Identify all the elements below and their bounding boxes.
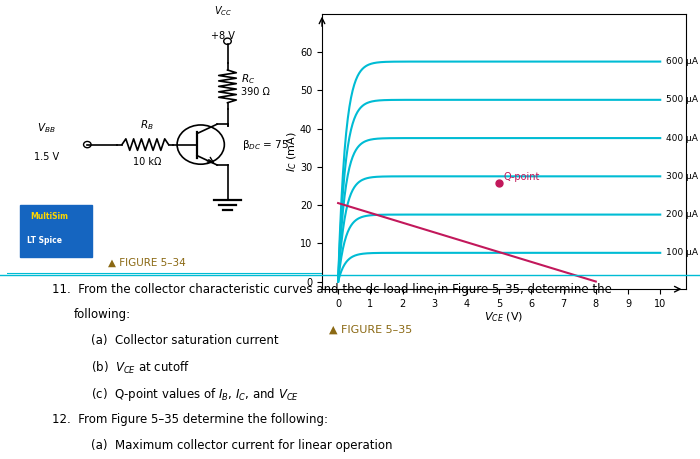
Text: 11.  From the collector characteristic curves and the dc load line in Figure 5–3: 11. From the collector characteristic cu… <box>52 283 612 296</box>
Text: 400 μA: 400 μA <box>666 134 698 143</box>
Text: 500 μA: 500 μA <box>666 95 698 104</box>
Text: 390 Ω: 390 Ω <box>241 87 270 97</box>
Text: 1.5 V: 1.5 V <box>34 152 59 162</box>
Y-axis label: $I_C$ (mA): $I_C$ (mA) <box>285 131 298 172</box>
Text: MultiSim: MultiSim <box>31 212 69 221</box>
Text: following:: following: <box>74 308 131 321</box>
Text: $V_{BB}$: $V_{BB}$ <box>37 122 56 135</box>
Text: ▲ FIGURE 5–35: ▲ FIGURE 5–35 <box>329 325 412 335</box>
Text: 300 μA: 300 μA <box>666 172 698 181</box>
Bar <box>20 205 92 257</box>
Text: 200 μA: 200 μA <box>666 210 698 219</box>
X-axis label: $V_{CE}$ (V): $V_{CE}$ (V) <box>484 310 524 324</box>
Text: +8 V: +8 V <box>211 31 234 41</box>
Text: ▲ FIGURE 5–34: ▲ FIGURE 5–34 <box>108 257 186 267</box>
Text: 600 μA: 600 μA <box>666 57 698 66</box>
Text: (a)  Collector saturation current: (a) Collector saturation current <box>91 334 279 347</box>
Text: β$_{DC}$ = 75: β$_{DC}$ = 75 <box>241 138 289 151</box>
Text: $R_B$: $R_B$ <box>140 118 154 132</box>
Text: (b)  $V_{CE}$ at cutoff: (b) $V_{CE}$ at cutoff <box>91 360 190 376</box>
Text: LT Spice: LT Spice <box>27 235 62 245</box>
Text: $R_C$: $R_C$ <box>241 72 255 86</box>
Text: 100 μA: 100 μA <box>666 248 698 257</box>
Text: 12.  From Figure 5–35 determine the following:: 12. From Figure 5–35 determine the follo… <box>52 413 328 426</box>
Text: $V_{CC}$: $V_{CC}$ <box>214 4 232 18</box>
Text: (c)  Q-point values of $I_B$, $I_C$, and $V_{CE}$: (c) Q-point values of $I_B$, $I_C$, and … <box>91 386 299 403</box>
Text: 10 kΩ: 10 kΩ <box>133 157 162 167</box>
Text: (a)  Maximum collector current for linear operation: (a) Maximum collector current for linear… <box>91 439 393 452</box>
Text: Q-point: Q-point <box>504 173 540 182</box>
